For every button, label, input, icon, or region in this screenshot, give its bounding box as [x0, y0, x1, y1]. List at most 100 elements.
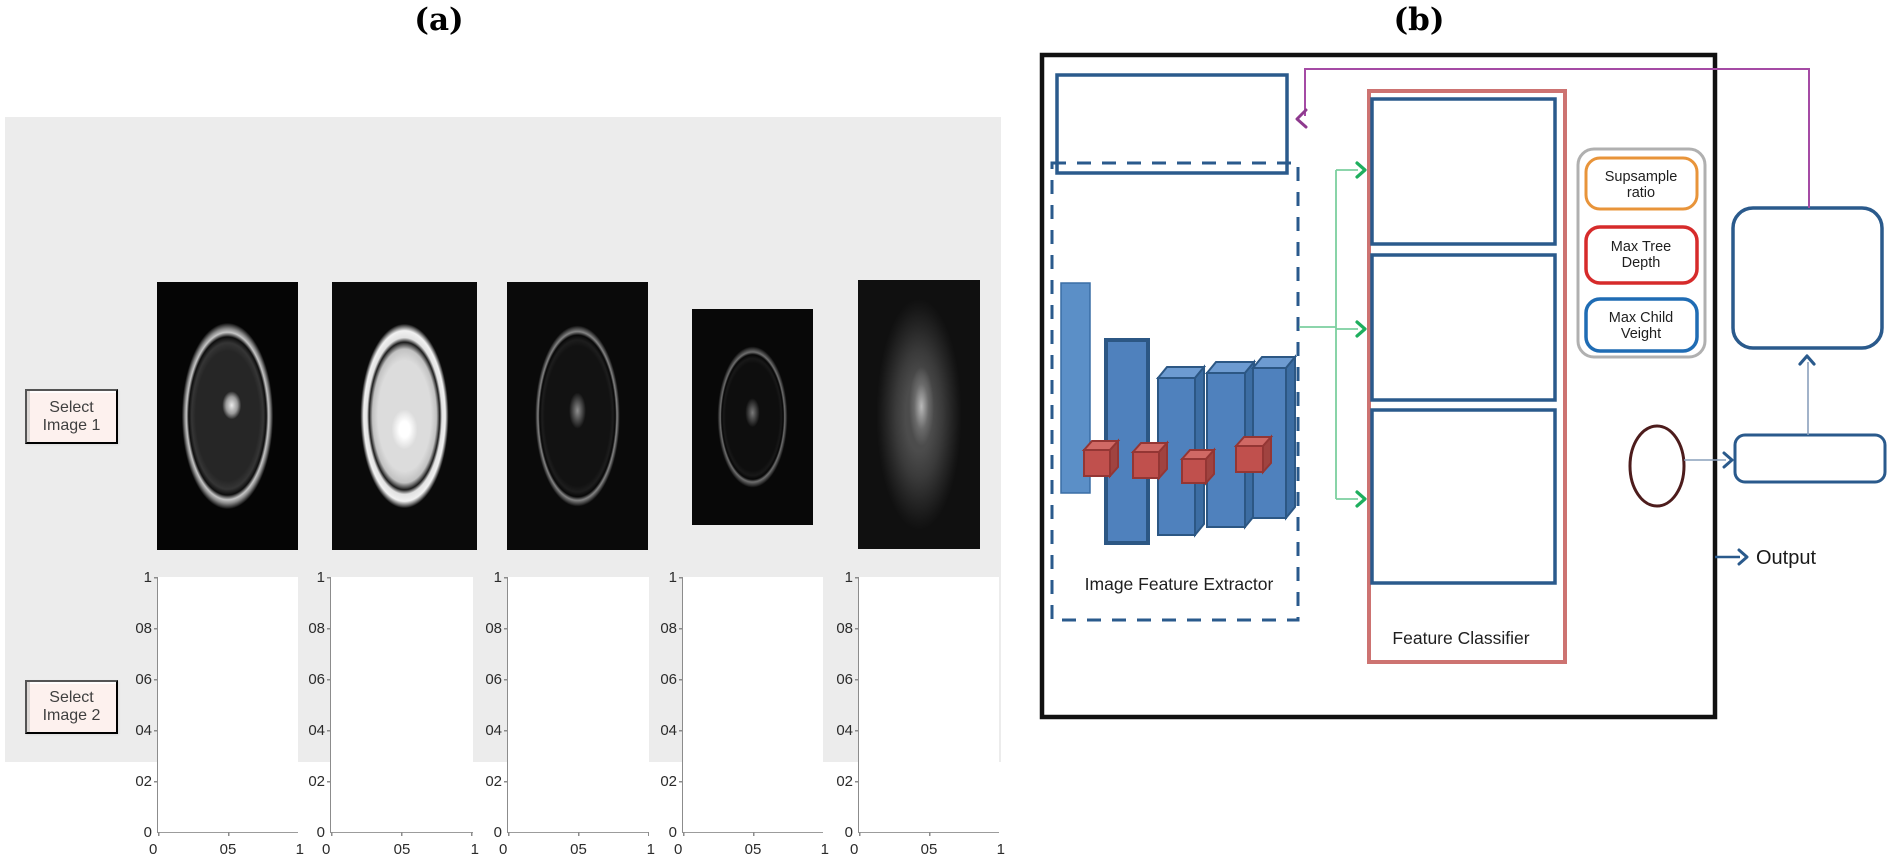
- right-arrows: [1684, 354, 1816, 566]
- empty-plot-2: 1 08 06 04 02 0 0 05 1: [308, 569, 479, 858]
- y-tick-label: 08: [135, 620, 152, 637]
- y-tick-label: 02: [485, 773, 502, 790]
- y-tick-label: 04: [308, 722, 325, 739]
- green-arrowhead-1: [1355, 161, 1367, 179]
- param-subsample-box: [1584, 156, 1699, 211]
- y-tick-label: 06: [660, 671, 677, 688]
- x-tick-label: 1: [470, 841, 479, 858]
- param-subsample-line2: ratio: [1627, 185, 1655, 201]
- y-tick-label: 04: [836, 722, 853, 739]
- classifier-stage-1: [1370, 97, 1557, 246]
- y-tick-label: 1: [844, 569, 853, 586]
- decision-to-result-arrowhead: [1798, 354, 1816, 366]
- pipeline-diagram: Image Feature Extractor Feature Classifi…: [1039, 52, 1887, 720]
- feature-extractor-dashed-box: [1050, 161, 1300, 622]
- y-tick-label: 1: [316, 569, 325, 586]
- classifier-stage-3: [1370, 408, 1557, 585]
- y-tick-label: 06: [485, 671, 502, 688]
- y-tick-label: 1: [668, 569, 677, 586]
- purple-feedback-line: [1295, 68, 1810, 208]
- param-maxchild-line2: Veight: [1621, 326, 1661, 342]
- y-tick-label: 08: [485, 620, 502, 637]
- param-subsample-line1: Supsample: [1605, 169, 1678, 185]
- y-tick-label: 02: [135, 773, 152, 790]
- green-arrowhead-2: [1355, 320, 1367, 338]
- y-tick-label: 02: [308, 773, 325, 790]
- brain-image-5: [858, 280, 980, 549]
- classifier-label: Feature Classifier: [1392, 628, 1529, 648]
- ellipse-node: [1628, 424, 1686, 508]
- select-image-1-button[interactable]: Select Image 1: [25, 389, 118, 444]
- y-tick-label: 04: [485, 722, 502, 739]
- y-tick-label: 1: [493, 569, 502, 586]
- input-image-box: [1055, 73, 1289, 175]
- brain-image-4: [692, 309, 813, 525]
- classifier-stage-2: [1370, 253, 1557, 402]
- pooling-cube-1: [1081, 438, 1121, 479]
- select-image-2-label-line2: Image 2: [42, 707, 101, 724]
- x-tick-label: 0: [322, 841, 331, 858]
- y-tick-label: 0: [844, 824, 853, 841]
- x-tick-label: 1: [996, 841, 1005, 858]
- param-maxchild-line1: Max Child: [1609, 310, 1673, 326]
- x-tick-label: 05: [570, 841, 587, 858]
- ellipse-to-decision-arrowhead: [1722, 451, 1734, 469]
- x-tick-label: 0: [149, 841, 158, 858]
- brain-image-3: [507, 282, 648, 550]
- y-tick-label: 02: [836, 773, 853, 790]
- extractor-label: Image Feature Extractor: [1085, 574, 1274, 594]
- y-tick-label: 08: [836, 620, 853, 637]
- brain-image-2: [332, 282, 477, 550]
- x-tick-label: 05: [920, 841, 938, 858]
- y-tick-label: 02: [660, 773, 677, 790]
- x-tick-label: 0: [499, 841, 508, 858]
- y-tick-label: 04: [660, 722, 677, 739]
- x-tick-label: 0: [850, 841, 859, 858]
- decision-box: [1733, 433, 1887, 484]
- param-maxchild-box: [1584, 297, 1699, 353]
- y-tick-label: 06: [135, 671, 152, 688]
- green-arrowhead-3: [1355, 490, 1367, 508]
- y-tick-label: 0: [668, 824, 677, 841]
- y-tick-label: 06: [308, 671, 325, 688]
- gui-panel: Select Image 1 Select Image 2 1 08 06 04 02 0…: [5, 117, 1005, 858]
- select-image-2-label-line1: Select: [49, 689, 94, 706]
- x-tick-label: 1: [295, 841, 304, 858]
- pooling-cubes: [1081, 434, 1274, 486]
- pooling-cube-4: [1233, 434, 1274, 475]
- params-panel: Supsample ratio Max Tree Depth Max Child…: [1576, 147, 1707, 359]
- y-tick-label: 1: [143, 569, 152, 586]
- x-tick-label: 1: [820, 841, 829, 858]
- empty-plot-4: 1 08 06 04 02 0 0 05 1: [660, 569, 829, 858]
- pooling-cube-2: [1130, 440, 1170, 481]
- select-image-1-label-line1: Select: [49, 398, 94, 416]
- output-label: Output: [1756, 547, 1816, 569]
- x-tick-label: 05: [393, 841, 411, 858]
- x-tick-label: 05: [744, 841, 762, 858]
- param-maxdepth-line1: Max Tree: [1611, 239, 1671, 255]
- param-maxdepth-box: [1584, 225, 1699, 285]
- param-maxdepth-line2: Depth: [1622, 255, 1661, 271]
- empty-plot-3: 1 08 06 04 02 0 0 05 1: [485, 569, 655, 858]
- y-tick-label: 0: [316, 824, 325, 841]
- result-box: [1731, 206, 1884, 350]
- y-tick-label: 08: [660, 620, 677, 637]
- select-image-1-label-line2: Image 1: [42, 416, 101, 434]
- empty-plot-1: 1 08 06 04 02 0 0 05 1: [135, 569, 304, 858]
- output-arrowhead: [1737, 548, 1749, 566]
- pooling-cube-3: [1179, 447, 1217, 486]
- green-connector: [1299, 161, 1367, 508]
- x-tick-label: 0: [674, 841, 683, 858]
- subfigure-label-b: (b): [1393, 2, 1445, 38]
- y-tick-label: 08: [308, 620, 325, 637]
- empty-plot-5: 1 08 06 04 02 0 0 05 1: [836, 569, 1005, 858]
- x-tick-label: 05: [219, 841, 237, 858]
- y-tick-label: 04: [135, 722, 152, 739]
- y-tick-label: 0: [143, 824, 152, 841]
- purple-arrowhead: [1295, 108, 1308, 129]
- select-image-2-button[interactable]: Select Image 2: [25, 680, 118, 734]
- y-tick-label: 0: [493, 824, 502, 841]
- y-tick-label: 06: [836, 671, 853, 688]
- brain-image-1: [157, 282, 298, 550]
- x-tick-label: 1: [646, 841, 655, 858]
